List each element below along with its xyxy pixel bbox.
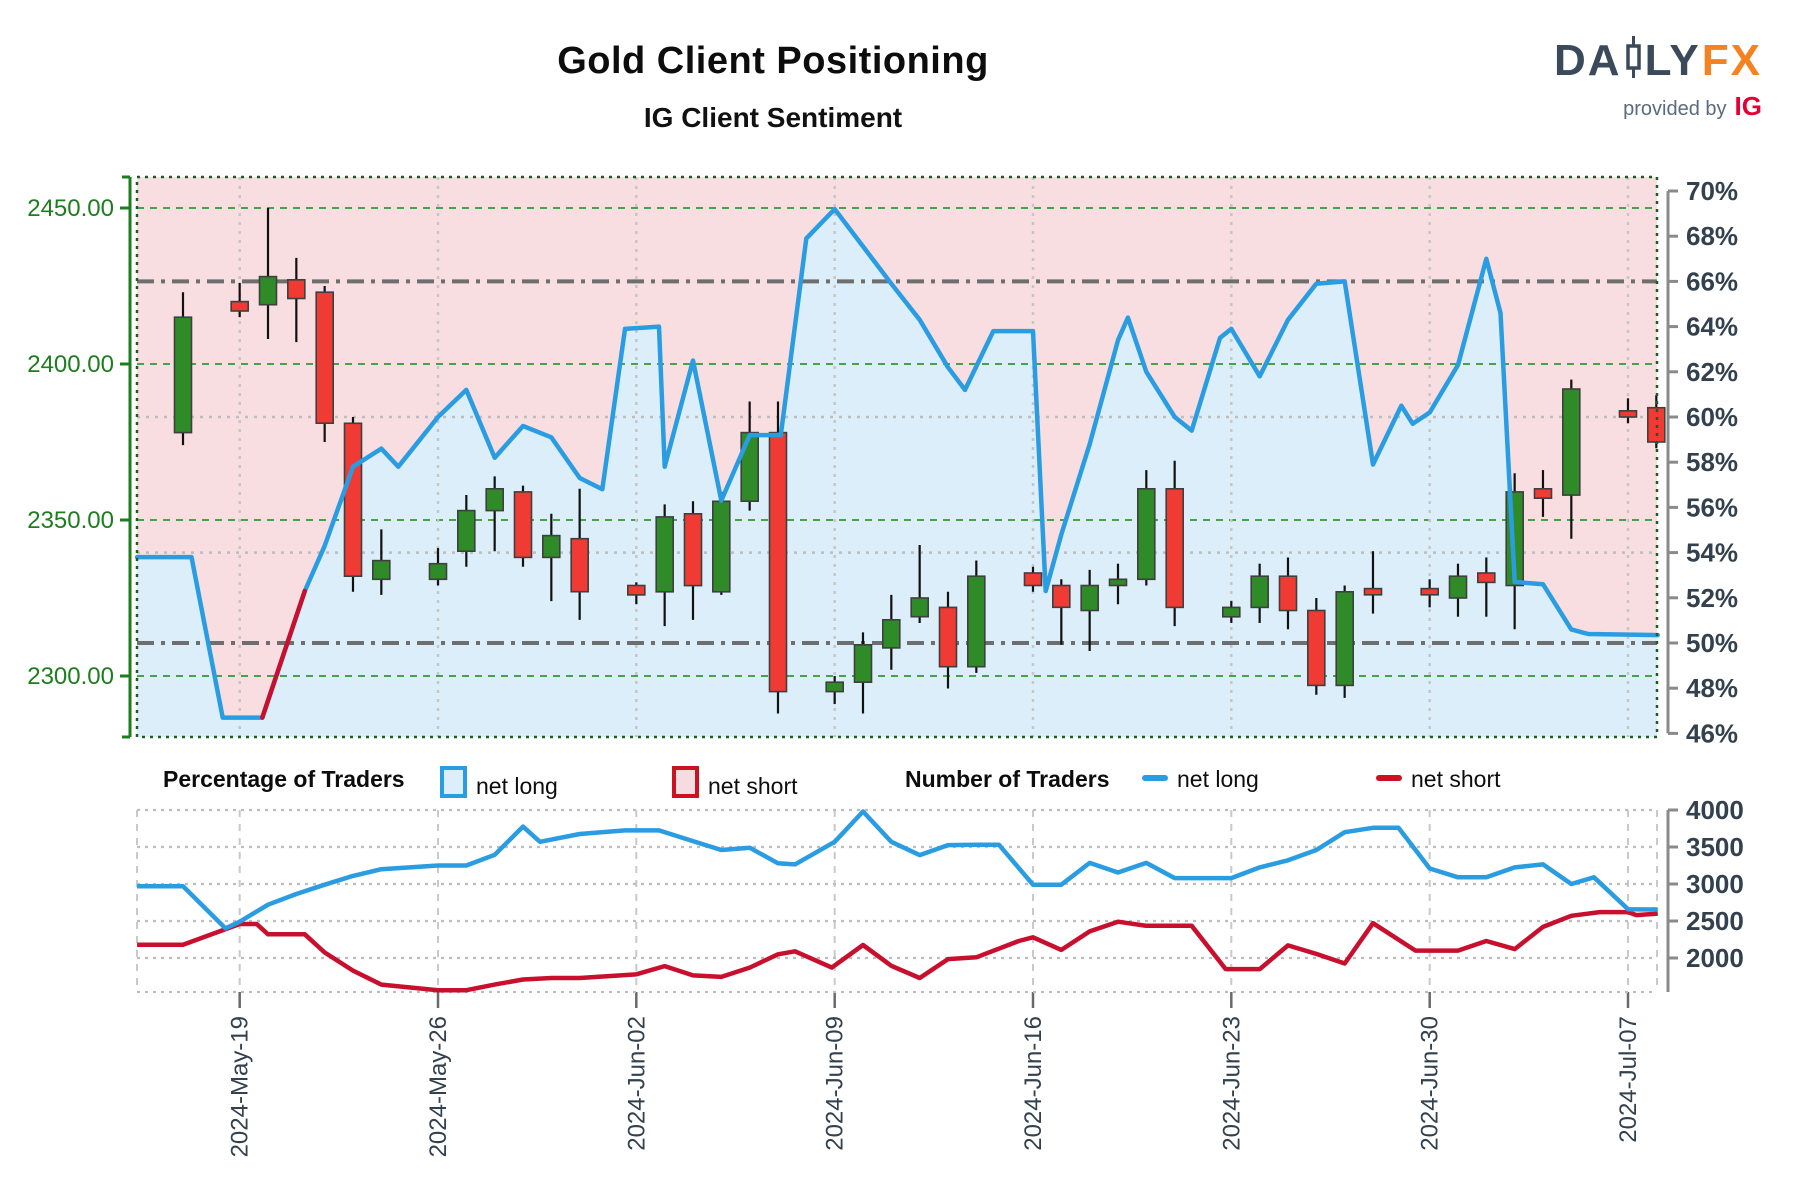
logo-text-fx: FX xyxy=(1701,36,1762,85)
svg-text:2024-Jun-16: 2024-Jun-16 xyxy=(1020,1016,1047,1151)
chart-legend: Percentage of Traders net long net short… xyxy=(0,762,1800,804)
svg-text:54%: 54% xyxy=(1686,538,1738,568)
svg-text:4000: 4000 xyxy=(1686,795,1744,825)
candlestick-icon xyxy=(1625,36,1641,83)
svg-text:46%: 46% xyxy=(1686,718,1738,748)
svg-text:2000: 2000 xyxy=(1686,943,1744,973)
svg-text:2400.00: 2400.00 xyxy=(27,351,114,378)
legend-item-pct-net-short: net short xyxy=(672,766,798,800)
net-long-line-swatch-icon xyxy=(1142,775,1168,781)
logo-text-ly: LY xyxy=(1644,36,1701,85)
svg-text:2024-Jun-09: 2024-Jun-09 xyxy=(822,1016,849,1151)
svg-text:48%: 48% xyxy=(1686,673,1738,703)
svg-text:2024-Jun-30: 2024-Jun-30 xyxy=(1417,1016,1444,1151)
svg-text:2024-Jul-07: 2024-Jul-07 xyxy=(1615,1016,1642,1143)
ig-logo: IG xyxy=(1734,91,1762,121)
net-short-line-swatch-icon xyxy=(1376,775,1402,781)
svg-text:2024-May-19: 2024-May-19 xyxy=(227,1016,254,1157)
svg-text:2024-Jun-02: 2024-Jun-02 xyxy=(623,1016,650,1151)
svg-text:50%: 50% xyxy=(1686,628,1738,658)
net-long-area-swatch-icon xyxy=(440,766,467,798)
legend-item-cnt-net-short: net short xyxy=(1376,766,1501,793)
svg-text:2500: 2500 xyxy=(1686,906,1744,936)
legend-item-cnt-net-long: net long xyxy=(1142,766,1259,793)
svg-text:2300.00: 2300.00 xyxy=(27,663,114,690)
svg-text:60%: 60% xyxy=(1686,402,1738,432)
svg-text:66%: 66% xyxy=(1686,266,1738,296)
svg-text:52%: 52% xyxy=(1686,583,1738,613)
svg-text:64%: 64% xyxy=(1686,312,1738,342)
svg-text:70%: 70% xyxy=(1686,176,1738,206)
legend-group-number-title: Number of Traders xyxy=(905,766,1110,792)
svg-text:2450.00: 2450.00 xyxy=(27,195,114,222)
svg-text:68%: 68% xyxy=(1686,221,1738,251)
svg-text:3500: 3500 xyxy=(1686,832,1744,862)
svg-text:3000: 3000 xyxy=(1686,869,1744,899)
chart-subtitle: IG Client Sentiment xyxy=(643,102,903,133)
page-title: Gold Client Positioning xyxy=(557,40,989,82)
net-short-area-swatch-icon xyxy=(672,766,699,798)
svg-text:2350.00: 2350.00 xyxy=(27,507,114,534)
legend-item-pct-net-long: net long xyxy=(440,766,558,800)
svg-text:56%: 56% xyxy=(1686,492,1738,522)
logo-text-da: DA xyxy=(1554,36,1622,85)
provided-by-text: provided by IG xyxy=(1623,91,1762,121)
legend-group-percentage-title: Percentage of Traders xyxy=(163,766,405,792)
dailyfx-logo: DA LY FX provided by IG xyxy=(1502,36,1762,122)
svg-text:62%: 62% xyxy=(1686,357,1738,387)
svg-text:58%: 58% xyxy=(1686,447,1738,477)
svg-text:2024-Jun-23: 2024-Jun-23 xyxy=(1218,1016,1245,1151)
svg-text:2024-May-26: 2024-May-26 xyxy=(425,1016,452,1157)
